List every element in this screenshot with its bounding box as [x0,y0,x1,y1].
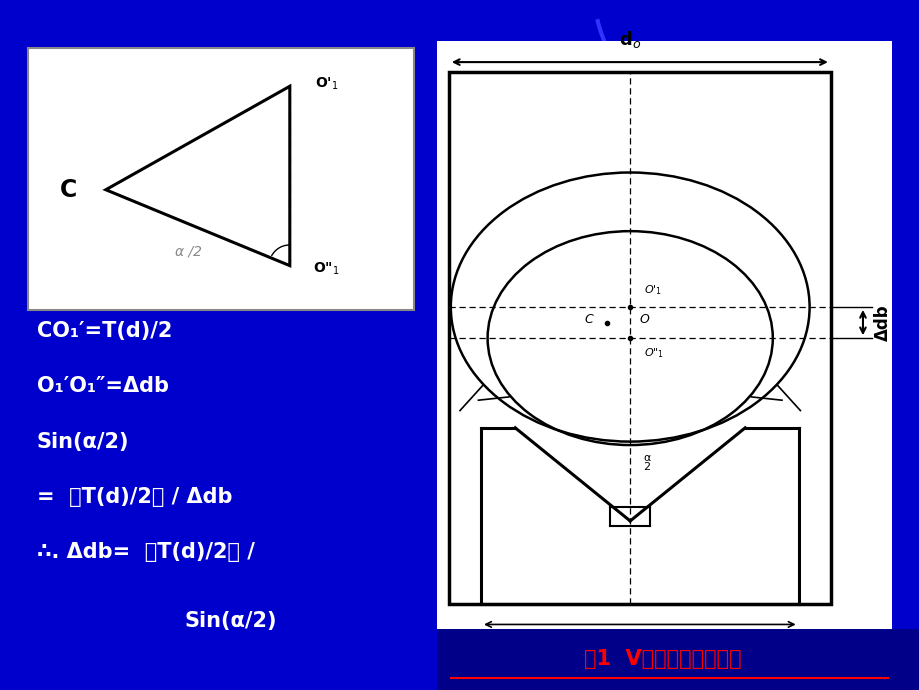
Text: α /2: α /2 [175,245,202,259]
Text: d max: d max [610,661,649,674]
Text: O₁′O₁″=Δdb: O₁′O₁″=Δdb [37,377,168,396]
Text: O'$_1$: O'$_1$ [314,76,338,92]
Text: α
2: α 2 [642,453,650,471]
Bar [448,72,830,604]
Bar [437,41,891,631]
Text: =  （T(d)/2） / Δdb: = （T(d)/2） / Δdb [37,487,233,506]
Bar [437,629,919,690]
Text: Sin(α/2): Sin(α/2) [184,611,277,631]
Text: O"$_1$: O"$_1$ [643,346,664,360]
Bar [28,48,414,310]
Text: O"$_1$: O"$_1$ [313,261,339,277]
Text: O: O [639,313,649,326]
Text: C: C [584,313,593,326]
Text: CO₁′=T(d)/2: CO₁′=T(d)/2 [37,322,172,341]
Text: O'$_1$: O'$_1$ [643,283,662,297]
Text: ∴. Δdb=  （T(d)/2） /: ∴. Δdb= （T(d)/2） / [37,542,255,562]
Text: d$_o$: d$_o$ [618,29,641,50]
Text: d$_{min}$: d$_{min}$ [626,637,652,653]
Text: 图1  V型块定位误差分析: 图1 V型块定位误差分析 [583,649,741,669]
Bar [437,41,891,631]
Text: Δdb: Δdb [873,304,891,341]
Text: Sin(α/2): Sin(α/2) [37,432,130,451]
Text: C: C [61,178,77,201]
